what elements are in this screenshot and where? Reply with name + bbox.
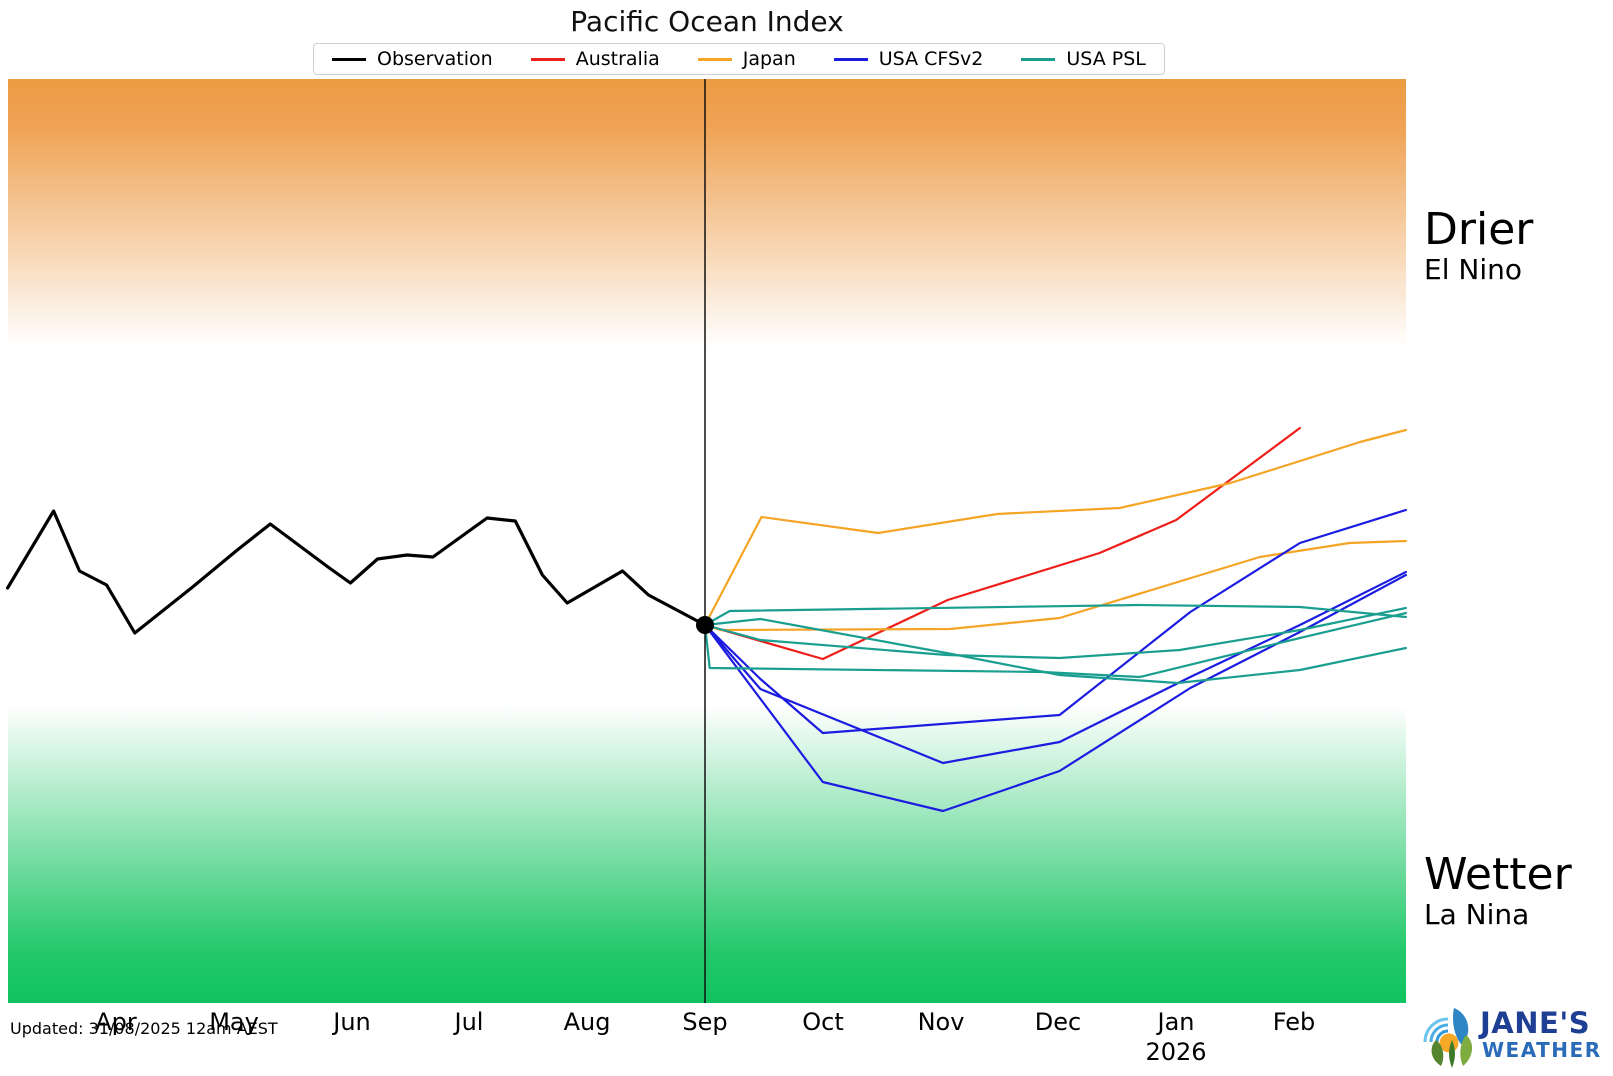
- legend-item-australia: Australia: [530, 48, 660, 70]
- chart-legend: Observation Australia Japan USA CFSv2 US…: [313, 43, 1165, 75]
- x-tick-jun: Jun: [333, 1008, 371, 1036]
- series-line-usa-cfsv2-member-1: [703, 508, 1408, 735]
- x-tick-aug: Aug: [563, 1008, 611, 1036]
- x-tick-nov: Nov: [917, 1008, 965, 1036]
- australia-line-swatch: [530, 57, 565, 61]
- page-title: Pacific Ocean Index: [570, 5, 844, 38]
- el-nino-label: El Nino: [1424, 253, 1522, 287]
- logo-text-janes: JANE'S: [1480, 1006, 1591, 1040]
- legend-item-usa-cfsv2: USA CFSv2: [833, 48, 984, 70]
- series-line-usa-cfsv2-member-3: [703, 573, 1408, 813]
- drier-annotation: Drier El Nino: [1424, 205, 1533, 286]
- series-line-usa-cfsv2-member-2: [703, 570, 1408, 765]
- legend-label: USA PSL: [1066, 48, 1146, 70]
- updated-timestamp: Updated: 31/08/2025 12am AEST: [10, 1019, 278, 1038]
- x-tick-feb: Feb: [1272, 1008, 1316, 1036]
- series-line-australia: [703, 426, 1302, 661]
- series-line-usa-psl-member-2: [703, 617, 1408, 685]
- observation-line-swatch: [332, 57, 366, 61]
- now-marker: [696, 79, 714, 1003]
- x-tick-jul: Jul: [454, 1008, 484, 1036]
- climate-bands: [8, 79, 1406, 1003]
- series-line-japan-member-1: [703, 428, 1408, 627]
- legend-label: USA CFSv2: [878, 48, 984, 70]
- wetter-title: Wetter: [1424, 849, 1572, 900]
- series-line-usa-psl-member-4: [703, 611, 1408, 679]
- x-tick-oct: Oct: [802, 1008, 844, 1036]
- legend-label: Observation: [377, 48, 493, 70]
- legend-item-japan: Japan: [697, 48, 796, 70]
- japan-line-swatch: [697, 57, 732, 61]
- legend-item-usa-psl: USA PSL: [1021, 48, 1146, 70]
- band-wetter: [8, 705, 1406, 1003]
- x-tick-sep: Sep: [682, 1008, 728, 1036]
- wetter-annotation: Wetter La Nina: [1424, 850, 1572, 931]
- janes-weather-logo: JANE'S WEATHER: [1420, 1004, 1610, 1068]
- janes-weather-logo-icon: [1423, 1008, 1473, 1068]
- legend-item-observation: Observation: [332, 48, 493, 70]
- la-nina-label: La Nina: [1424, 898, 1530, 932]
- x-tick-apr: Apr: [95, 1008, 137, 1036]
- usa-cfsv2-line-swatch: [833, 57, 868, 61]
- drier-title: Drier: [1424, 204, 1534, 255]
- series-line-usa-psl-member-1: [703, 603, 1408, 627]
- series-line-usa-psl-member-3: [703, 606, 1408, 660]
- x-axis-year-label: 2026: [1145, 1038, 1207, 1066]
- series-lines: [5, 426, 1408, 813]
- logo-text-weather: WEATHER: [1482, 1038, 1602, 1062]
- x-tick-jan: Jan: [1157, 1008, 1195, 1036]
- usa-psl-line-swatch: [1021, 57, 1056, 61]
- last-observation-dot: [696, 616, 714, 634]
- series-line-observation: [5, 509, 707, 635]
- series-line-japan-member-2: [703, 539, 1408, 632]
- x-tick-dec: Dec: [1034, 1008, 1082, 1036]
- band-drier: [8, 79, 1406, 347]
- legend-label: Japan: [742, 48, 796, 70]
- x-tick-may: May: [209, 1008, 259, 1036]
- legend-label: Australia: [575, 48, 660, 70]
